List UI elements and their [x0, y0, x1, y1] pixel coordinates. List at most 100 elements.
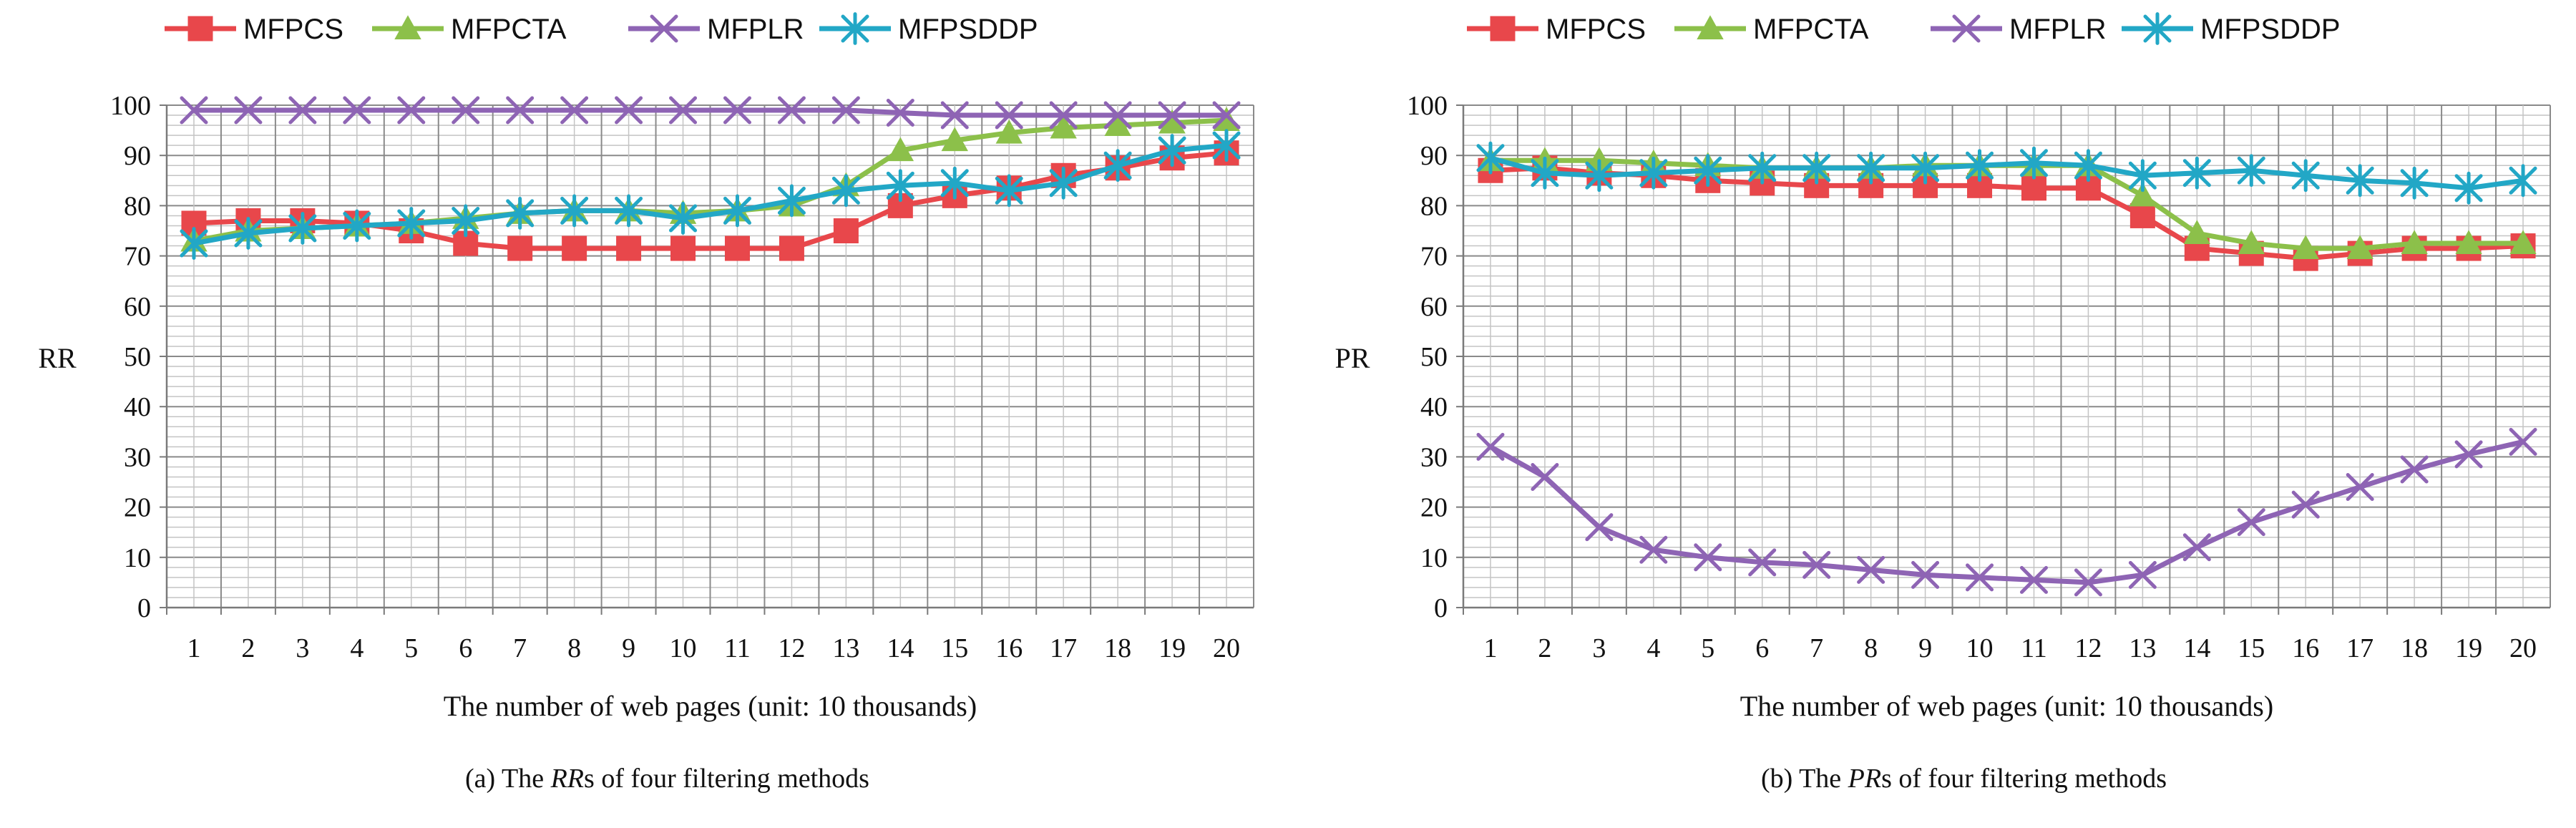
- x-tick-label: 11: [724, 633, 751, 663]
- data-point-mfpsddp: [2019, 146, 2048, 180]
- legend-item-mfpcta: MFPCTA: [1674, 14, 1869, 45]
- x-tick-label: 9: [1918, 633, 1932, 663]
- legend-item-mfplr: MFPLR: [628, 14, 804, 45]
- data-point-mfpcs: [2021, 175, 2046, 201]
- y-tick-label: 70: [124, 242, 151, 272]
- x-tick-label: 4: [1646, 633, 1660, 663]
- y-tick-label: 60: [1420, 292, 1448, 322]
- data-point-mfpsddp: [560, 194, 589, 228]
- y-tick-label: 40: [1420, 392, 1448, 422]
- x-tick-label: 7: [513, 633, 527, 663]
- data-point-mfpsddp: [1857, 151, 1885, 185]
- x-tick-label: 20: [2509, 633, 2537, 663]
- y-tick-label: 10: [1420, 543, 1448, 573]
- x-tick-label: 4: [350, 633, 364, 663]
- data-point-mfplr: [2182, 533, 2211, 562]
- data-point-mfplr: [1748, 548, 1777, 577]
- data-point-mfpsddp: [2291, 159, 2320, 193]
- y-tick-label: 60: [124, 292, 151, 322]
- data-point-mfplr: [2237, 508, 2265, 537]
- x-tick-label: 7: [1810, 633, 1823, 663]
- data-point-mfpcs: [2129, 203, 2155, 228]
- legend-label: MFPLR: [2009, 14, 2107, 45]
- series-line-mfplr: [193, 107, 1227, 118]
- data-point-mfpsddp: [1049, 166, 1078, 200]
- data-point-mfplr: [1585, 513, 1614, 542]
- y-tick-label: 100: [110, 91, 151, 121]
- x-axis-title: The number of web pages (unit: 10 thousa…: [1740, 690, 2273, 722]
- data-point-mfplr: [831, 96, 860, 125]
- data-point-mfplr: [506, 96, 535, 125]
- data-point-mfpcta: [1213, 107, 1240, 132]
- x-tick-label: 3: [296, 633, 309, 663]
- data-point-mfpsddp: [2237, 154, 2265, 187]
- x-tick-label: 10: [670, 633, 697, 663]
- y-tick-label: 50: [1420, 342, 1448, 372]
- x-tick-label: 16: [2292, 633, 2319, 663]
- data-point-mfpcta: [2455, 230, 2482, 255]
- data-point-mfpcta: [1104, 112, 1131, 137]
- y-tick-label: 80: [124, 191, 151, 221]
- data-point-mfpsddp: [2346, 164, 2374, 198]
- x-tick-label: 16: [995, 633, 1023, 663]
- data-point-mfpcs: [670, 235, 696, 261]
- data-point-mfpcta: [2401, 230, 2428, 255]
- data-point-mfpcs: [724, 235, 750, 261]
- data-point-mfpsddp: [723, 194, 751, 228]
- caption-italic: PR: [1848, 764, 1881, 794]
- data-point-mfplr: [560, 96, 589, 125]
- y-tick-label: 0: [1434, 593, 1448, 623]
- x-tick-label: 9: [622, 633, 635, 663]
- y-tick-label: 20: [1420, 493, 1448, 523]
- x-tick-label: 5: [1701, 633, 1714, 663]
- data-point-mfpsddp: [234, 217, 263, 250]
- data-point-mfplr: [1966, 563, 1994, 592]
- x-tick-label: 1: [187, 633, 200, 663]
- caption-suffix: s of four filtering methods: [584, 764, 869, 794]
- data-point-mfpcta: [2292, 235, 2319, 260]
- figure-caption: (b) The PRs of four filtering methods: [1761, 764, 2167, 794]
- y-tick-label: 80: [1420, 191, 1448, 221]
- y-tick-label: 30: [124, 442, 151, 472]
- legend-label: MFPCTA: [1753, 14, 1869, 45]
- x-tick-label: 2: [241, 633, 255, 663]
- x-tick-label: 1: [1483, 633, 1497, 663]
- data-point-mfplr: [180, 96, 208, 125]
- data-point-mfplr: [1694, 543, 1722, 572]
- data-point-mfplr: [669, 96, 698, 125]
- x-tick-label: 15: [941, 633, 968, 663]
- data-point-mfplr: [1802, 550, 1831, 579]
- data-point-mfpsddp: [343, 209, 371, 243]
- y-tick-label: 20: [124, 493, 151, 523]
- data-point-mfplr: [995, 101, 1023, 130]
- caption-suffix: s of four filtering methods: [1881, 764, 2167, 794]
- data-point-mfplr: [1476, 432, 1505, 461]
- y-tick-label: 70: [1420, 242, 1448, 272]
- x-tick-label: 17: [2346, 633, 2373, 663]
- legend-marker: [841, 12, 869, 45]
- legend-item-mfplr: MFPLR: [1931, 14, 2107, 45]
- data-point-mfplr: [343, 96, 371, 125]
- data-point-mfpcs: [507, 235, 533, 261]
- data-point-mfpsddp: [1694, 154, 1722, 187]
- data-point-mfpsddp: [2128, 159, 2157, 193]
- data-point-mfpcta: [941, 127, 968, 152]
- data-point-mfpsddp: [1966, 149, 1994, 182]
- data-point-mfpcs: [562, 235, 587, 261]
- caption-italic: RR: [550, 764, 584, 794]
- data-point-mfplr: [2074, 568, 2102, 597]
- data-point-mfplr: [2291, 490, 2320, 519]
- x-tick-label: 14: [2183, 633, 2210, 663]
- x-tick-label: 18: [2401, 633, 2428, 663]
- legend-marker: [1697, 15, 1724, 39]
- data-point-mfpsddp: [615, 194, 643, 228]
- data-point-mfpsddp: [452, 204, 480, 238]
- legend-marker: [1490, 16, 1516, 42]
- data-point-mfplr: [288, 96, 317, 125]
- data-point-mfpcs: [833, 218, 859, 243]
- x-tick-label: 8: [567, 633, 581, 663]
- x-tick-label: 12: [778, 633, 805, 663]
- x-tick-label: 13: [2129, 633, 2156, 663]
- legend-label: MFPLR: [707, 14, 804, 45]
